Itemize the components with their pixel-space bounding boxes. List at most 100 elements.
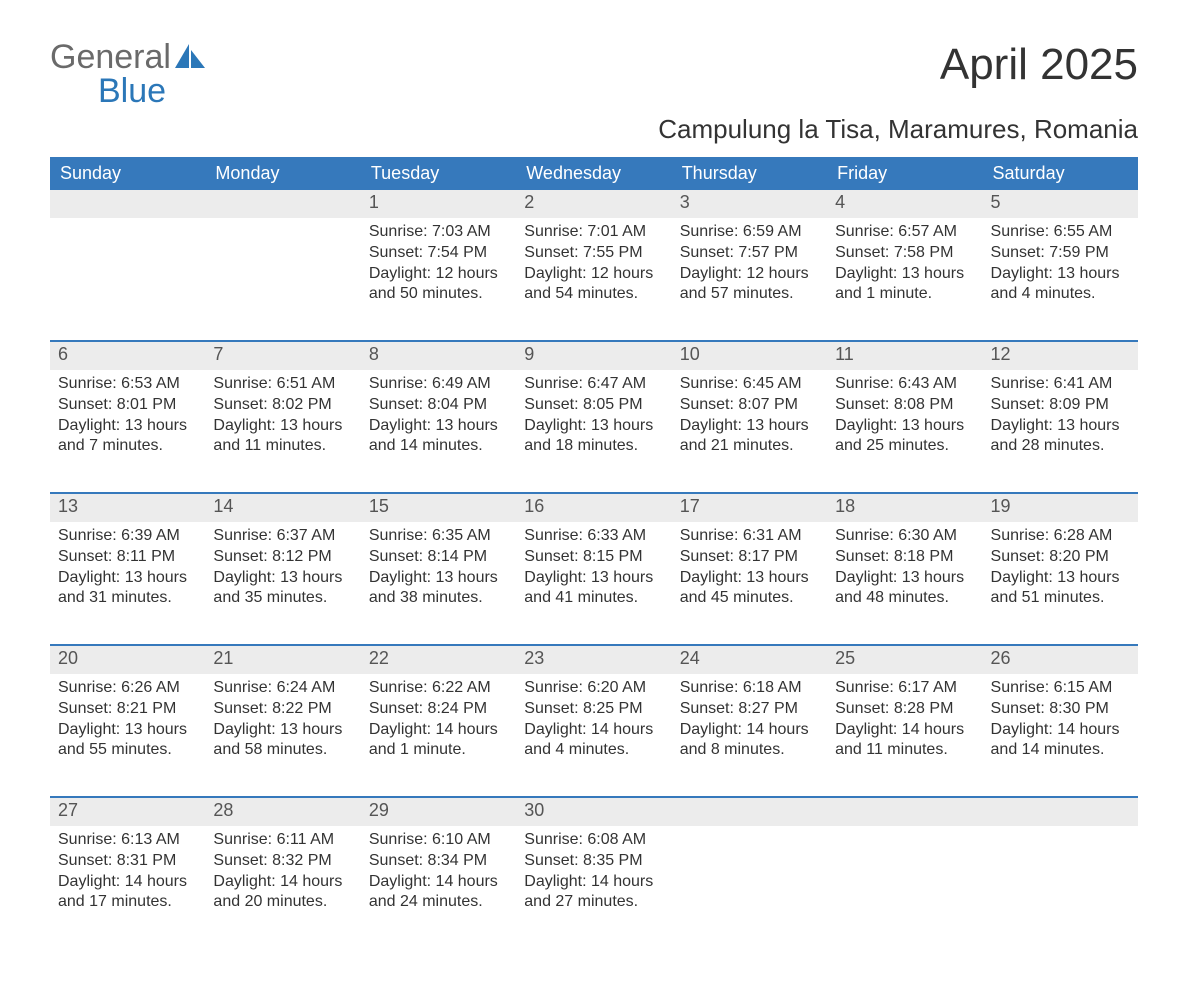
daylight-text: and 1 minute. [835, 284, 974, 305]
day-number-cell: 11 [827, 341, 982, 370]
day-number: 21 [213, 648, 233, 668]
day-detail-cell: Sunrise: 6:15 AMSunset: 8:30 PMDaylight:… [983, 674, 1138, 797]
day-detail-cell [827, 826, 982, 948]
sunset-text: Sunset: 8:25 PM [524, 699, 663, 720]
sunrise-text: Sunrise: 6:43 AM [835, 374, 974, 395]
sunset-text: Sunset: 8:12 PM [213, 547, 352, 568]
day-detail-cell: Sunrise: 7:01 AMSunset: 7:55 PMDaylight:… [516, 218, 671, 341]
daylight-text: Daylight: 14 hours [991, 720, 1130, 741]
day-number-cell: 23 [516, 645, 671, 674]
daylight-text: and 14 minutes. [991, 740, 1130, 761]
daylight-text: Daylight: 12 hours [524, 264, 663, 285]
daylight-text: and 31 minutes. [58, 588, 197, 609]
day-number-cell: 1 [361, 190, 516, 218]
day-number: 4 [835, 192, 845, 212]
calendar-detail-row: Sunrise: 7:03 AMSunset: 7:54 PMDaylight:… [50, 218, 1138, 341]
sunrise-text: Sunrise: 6:47 AM [524, 374, 663, 395]
sunset-text: Sunset: 8:05 PM [524, 395, 663, 416]
day-detail-cell [205, 218, 360, 341]
day-number-cell: 22 [361, 645, 516, 674]
day-detail-cell: Sunrise: 6:37 AMSunset: 8:12 PMDaylight:… [205, 522, 360, 645]
day-detail-cell: Sunrise: 6:49 AMSunset: 8:04 PMDaylight:… [361, 370, 516, 493]
sunset-text: Sunset: 8:31 PM [58, 851, 197, 872]
sunrise-text: Sunrise: 6:11 AM [213, 830, 352, 851]
sunset-text: Sunset: 8:01 PM [58, 395, 197, 416]
daylight-text: Daylight: 14 hours [369, 720, 508, 741]
sunrise-text: Sunrise: 6:57 AM [835, 222, 974, 243]
daylight-text: Daylight: 12 hours [680, 264, 819, 285]
daylight-text: and 24 minutes. [369, 892, 508, 913]
day-number: 11 [835, 344, 854, 364]
day-number: 2 [524, 192, 534, 212]
daylight-text: and 58 minutes. [213, 740, 352, 761]
calendar-table: Sunday Monday Tuesday Wednesday Thursday… [50, 157, 1138, 948]
daylight-text: Daylight: 13 hours [369, 568, 508, 589]
page-header: General Blue April 2025 [50, 40, 1138, 108]
day-number-cell: 28 [205, 797, 360, 826]
daylight-text: and 20 minutes. [213, 892, 352, 913]
day-number: 16 [524, 496, 544, 516]
daylight-text: and 18 minutes. [524, 436, 663, 457]
day-detail-cell: Sunrise: 6:20 AMSunset: 8:25 PMDaylight:… [516, 674, 671, 797]
day-detail-cell: Sunrise: 6:17 AMSunset: 8:28 PMDaylight:… [827, 674, 982, 797]
day-number-cell: 29 [361, 797, 516, 826]
sunset-text: Sunset: 7:54 PM [369, 243, 508, 264]
daylight-text: and 25 minutes. [835, 436, 974, 457]
sunset-text: Sunset: 8:32 PM [213, 851, 352, 872]
day-number-cell: 15 [361, 493, 516, 522]
day-number-cell: 21 [205, 645, 360, 674]
day-number: 29 [369, 800, 389, 820]
day-detail-cell: Sunrise: 6:41 AMSunset: 8:09 PMDaylight:… [983, 370, 1138, 493]
daylight-text: and 50 minutes. [369, 284, 508, 305]
daylight-text: Daylight: 13 hours [680, 568, 819, 589]
daylight-text: Daylight: 14 hours [213, 872, 352, 893]
daylight-text: Daylight: 13 hours [213, 720, 352, 741]
daylight-text: and 55 minutes. [58, 740, 197, 761]
day-detail-cell: Sunrise: 7:03 AMSunset: 7:54 PMDaylight:… [361, 218, 516, 341]
day-number-cell: 18 [827, 493, 982, 522]
day-number: 25 [835, 648, 855, 668]
day-number: 14 [213, 496, 233, 516]
day-number: 8 [369, 344, 379, 364]
calendar-detail-row: Sunrise: 6:53 AMSunset: 8:01 PMDaylight:… [50, 370, 1138, 493]
daylight-text: and 41 minutes. [524, 588, 663, 609]
calendar-daynum-row: 27282930 [50, 797, 1138, 826]
sunset-text: Sunset: 8:30 PM [991, 699, 1130, 720]
sunrise-text: Sunrise: 6:08 AM [524, 830, 663, 851]
day-number: 23 [524, 648, 544, 668]
day-detail-cell: Sunrise: 6:28 AMSunset: 8:20 PMDaylight:… [983, 522, 1138, 645]
day-detail-cell: Sunrise: 6:18 AMSunset: 8:27 PMDaylight:… [672, 674, 827, 797]
daylight-text: Daylight: 13 hours [991, 416, 1130, 437]
daylight-text: and 51 minutes. [991, 588, 1130, 609]
sunset-text: Sunset: 8:11 PM [58, 547, 197, 568]
day-number: 18 [835, 496, 855, 516]
calendar-detail-row: Sunrise: 6:26 AMSunset: 8:21 PMDaylight:… [50, 674, 1138, 797]
day-detail-cell: Sunrise: 6:08 AMSunset: 8:35 PMDaylight:… [516, 826, 671, 948]
day-number: 15 [369, 496, 389, 516]
daylight-text: Daylight: 13 hours [680, 416, 819, 437]
sunset-text: Sunset: 7:55 PM [524, 243, 663, 264]
daylight-text: Daylight: 14 hours [835, 720, 974, 741]
daylight-text: Daylight: 14 hours [369, 872, 508, 893]
sunset-text: Sunset: 8:09 PM [991, 395, 1130, 416]
day-number-cell: 12 [983, 341, 1138, 370]
sunset-text: Sunset: 8:35 PM [524, 851, 663, 872]
day-detail-cell: Sunrise: 6:47 AMSunset: 8:05 PMDaylight:… [516, 370, 671, 493]
day-header: Wednesday [516, 157, 671, 190]
sunrise-text: Sunrise: 6:35 AM [369, 526, 508, 547]
sunset-text: Sunset: 8:18 PM [835, 547, 974, 568]
day-number-cell: 6 [50, 341, 205, 370]
day-detail-cell: Sunrise: 6:53 AMSunset: 8:01 PMDaylight:… [50, 370, 205, 493]
daylight-text: Daylight: 13 hours [58, 568, 197, 589]
daylight-text: and 57 minutes. [680, 284, 819, 305]
day-detail-cell: Sunrise: 6:10 AMSunset: 8:34 PMDaylight:… [361, 826, 516, 948]
sunset-text: Sunset: 7:58 PM [835, 243, 974, 264]
day-header: Tuesday [361, 157, 516, 190]
daylight-text: and 27 minutes. [524, 892, 663, 913]
daylight-text: Daylight: 13 hours [213, 568, 352, 589]
day-number: 12 [991, 344, 1011, 364]
location-subtitle: Campulung la Tisa, Maramures, Romania [50, 114, 1138, 145]
sunrise-text: Sunrise: 6:28 AM [991, 526, 1130, 547]
day-number: 13 [58, 496, 78, 516]
daylight-text: Daylight: 14 hours [524, 872, 663, 893]
